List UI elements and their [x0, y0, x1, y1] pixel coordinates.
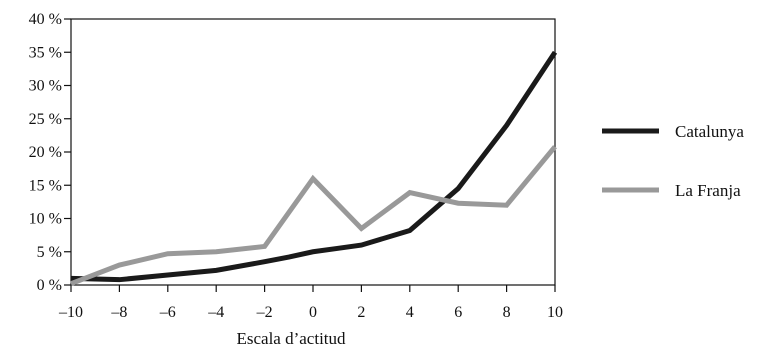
series-line-catalunya: [70, 50, 558, 283]
x-tick-label: –6: [159, 304, 176, 321]
x-tick-label: 0: [309, 304, 317, 321]
x-tick-label: –4: [207, 304, 224, 321]
y-tick-label: 5 %: [37, 244, 62, 261]
x-axis-title: Escala d’actitud: [236, 329, 346, 348]
x-tick-label: 6: [454, 304, 462, 321]
y-tick-label: 20 %: [29, 144, 62, 161]
y-tick-label: 40 %: [29, 11, 62, 28]
legend-label: Catalunya: [675, 122, 744, 141]
y-tick-label: 30 %: [29, 78, 62, 95]
x-tick-label: –8: [110, 304, 127, 321]
x-tick-label: 10: [547, 304, 563, 321]
x-tick-label: 4: [406, 304, 414, 321]
series-layer: [70, 50, 558, 287]
legend: Catalunya La Franja: [602, 122, 744, 200]
legend-label: La Franja: [675, 181, 741, 200]
x-tick-label: 2: [357, 304, 365, 321]
y-tick-label: 10 %: [29, 211, 62, 228]
x-tick-label: –2: [256, 304, 273, 321]
y-axis: 0 % 5 % 10 % 15 % 20 % 25 % 30 % 35 % 40 %: [29, 11, 71, 294]
x-tick-label: –10: [58, 304, 83, 321]
x-axis: –10 –8 –6 –4 –2 0 2 4 6 8 10: [58, 285, 563, 321]
plot-area-frame: [70, 18, 556, 286]
y-tick-label: 0 %: [37, 277, 62, 294]
x-tick-label: 8: [503, 304, 511, 321]
series-line-la-franja: [70, 145, 557, 287]
y-tick-label: 35 %: [29, 44, 62, 61]
y-tick-label: 25 %: [29, 111, 62, 128]
y-tick-label: 15 %: [29, 177, 62, 194]
